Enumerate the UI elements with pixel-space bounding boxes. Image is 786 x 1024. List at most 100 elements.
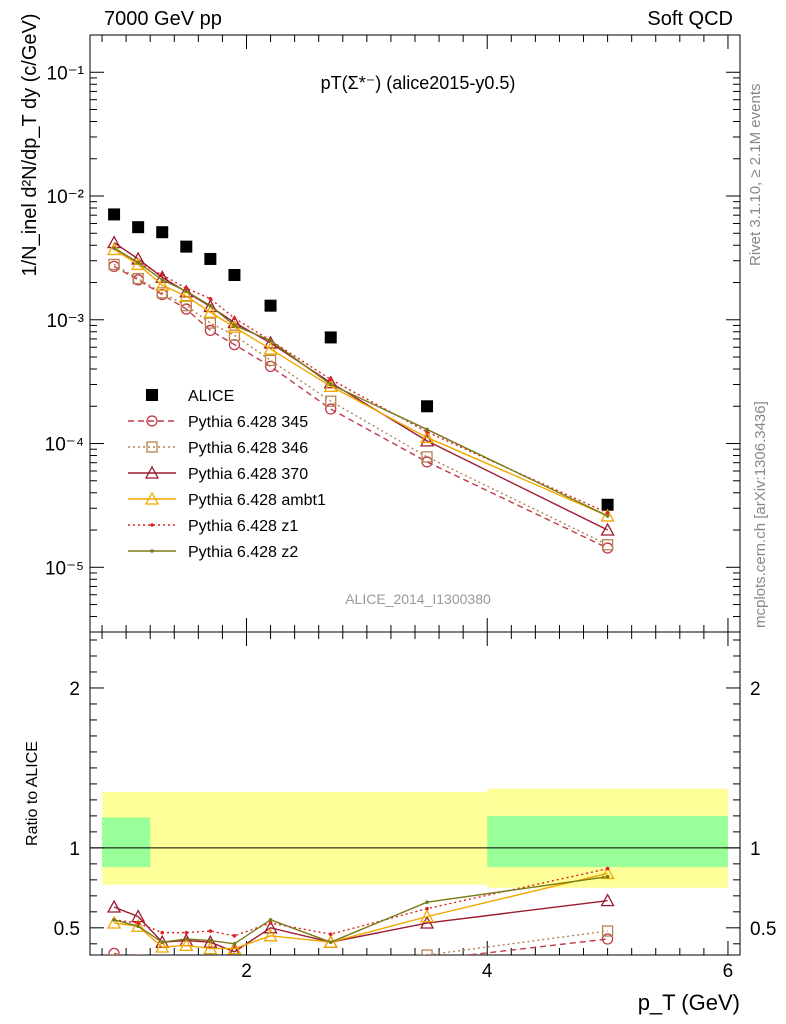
main-point bbox=[108, 208, 121, 221]
ratio-point bbox=[601, 925, 614, 937]
main-point bbox=[421, 451, 433, 463]
ratio-point bbox=[328, 932, 333, 937]
ratio-point bbox=[263, 920, 278, 934]
main-point bbox=[328, 382, 333, 387]
ratio-point bbox=[425, 900, 429, 905]
main-point bbox=[263, 341, 278, 355]
legend-marker bbox=[146, 415, 158, 427]
main-point bbox=[132, 272, 144, 285]
main-series-line bbox=[113, 242, 608, 531]
legend-label: ALICE bbox=[188, 388, 234, 405]
ratio-point bbox=[160, 930, 165, 935]
main-series-line bbox=[113, 248, 608, 517]
ratio-ytick-label: 0.5 bbox=[54, 919, 80, 940]
main-point bbox=[228, 269, 241, 282]
ratio-point bbox=[419, 915, 435, 929]
main-point bbox=[419, 430, 435, 444]
ratio-point bbox=[263, 928, 278, 942]
main-point bbox=[601, 542, 614, 554]
xtick-label: 4 bbox=[482, 961, 493, 982]
main-ytick-label: 10⁻² bbox=[47, 187, 85, 208]
ratio-point bbox=[136, 924, 140, 929]
ratio-ytick-label-right: 0.5 bbox=[750, 919, 776, 940]
main-point bbox=[324, 331, 337, 344]
main-point bbox=[421, 400, 434, 413]
ratio-point bbox=[600, 866, 615, 880]
main-point bbox=[132, 221, 145, 234]
legend-marker bbox=[146, 441, 158, 453]
main-ytick-label: 10⁻⁴ bbox=[45, 435, 84, 456]
data-series bbox=[106, 208, 615, 979]
main-point bbox=[208, 296, 213, 301]
main-point bbox=[156, 287, 168, 299]
legend-label: Pythia 6.428 z1 bbox=[188, 518, 298, 535]
ratio-series-line bbox=[113, 938, 608, 955]
header-left: 7000 GeV pp bbox=[104, 8, 222, 30]
main-point bbox=[204, 252, 217, 265]
ratio-point bbox=[205, 968, 215, 978]
ratio-point bbox=[155, 939, 170, 953]
uncertainty-bands bbox=[90, 788, 740, 888]
main-series-line bbox=[113, 263, 608, 546]
ratio-point bbox=[228, 944, 241, 955]
main-series-line bbox=[113, 247, 608, 517]
ratio-point bbox=[106, 899, 122, 913]
legend-marker bbox=[144, 465, 160, 479]
ratio-point bbox=[106, 915, 122, 929]
ratio-series-2 bbox=[106, 893, 615, 955]
ratio-point bbox=[229, 969, 239, 979]
main-series-2 bbox=[108, 258, 614, 551]
axes: 10⁻⁵ 10⁻⁴ 10⁻³ 10⁻² 10⁻¹ 2 4 6 0.5 0.5 1 1 2 2 bbox=[45, 34, 776, 982]
main-series-3 bbox=[106, 235, 615, 536]
ratio-point bbox=[328, 940, 333, 945]
ratio-point bbox=[108, 947, 120, 955]
ratio-series-line bbox=[113, 867, 608, 937]
ratio-point bbox=[112, 918, 116, 922]
main-point bbox=[108, 258, 120, 271]
main-point bbox=[600, 508, 615, 522]
main-ytick-label: 10⁻¹ bbox=[47, 63, 85, 84]
legend-label: Pythia 6.428 ambt1 bbox=[188, 492, 326, 509]
main-point bbox=[106, 242, 122, 256]
ratio-series-line bbox=[113, 899, 608, 953]
ratio-point bbox=[108, 954, 120, 955]
legend-marker bbox=[150, 549, 154, 553]
main-point bbox=[204, 324, 217, 337]
ratio-point bbox=[181, 966, 191, 976]
main-point bbox=[160, 273, 165, 277]
main-series-line bbox=[113, 265, 608, 549]
ratio-point bbox=[419, 909, 435, 923]
main-point bbox=[184, 286, 189, 290]
ratio-point bbox=[326, 958, 336, 968]
ratio-point bbox=[179, 938, 194, 952]
ratio-point bbox=[160, 940, 165, 945]
main-point bbox=[208, 303, 213, 308]
legend-entry-5: Pythia 6.428 z1 bbox=[128, 518, 298, 535]
green-band-1 bbox=[487, 815, 728, 868]
main-point bbox=[268, 338, 273, 343]
main-point bbox=[601, 539, 614, 551]
ratio-point bbox=[232, 942, 237, 946]
ratio-point bbox=[605, 866, 610, 871]
ratio-axis-label: Ratio to ALICE bbox=[24, 741, 41, 846]
main-point bbox=[232, 316, 237, 320]
main-series-6 bbox=[112, 246, 610, 518]
main-point bbox=[325, 395, 337, 407]
ratio-series-line bbox=[113, 875, 608, 945]
ratio-point bbox=[266, 958, 276, 968]
main-ytick-label: 10⁻³ bbox=[47, 311, 85, 332]
main-point bbox=[203, 304, 218, 318]
ratio-series-1 bbox=[108, 925, 614, 970]
main-point bbox=[204, 317, 217, 329]
ratio-point bbox=[157, 960, 167, 970]
ratio-point bbox=[605, 874, 610, 879]
ratio-point bbox=[232, 934, 237, 938]
ratio-point bbox=[136, 921, 140, 925]
legend-entry-3: Pythia 6.428 370 bbox=[128, 465, 308, 483]
legend-entry-1: Pythia 6.428 345 bbox=[128, 414, 308, 431]
ratio-point bbox=[133, 958, 143, 968]
main-series-4 bbox=[106, 242, 615, 522]
ratio-series-5 bbox=[112, 874, 610, 946]
ratio-point bbox=[184, 930, 189, 935]
main-frame bbox=[89, 34, 741, 633]
